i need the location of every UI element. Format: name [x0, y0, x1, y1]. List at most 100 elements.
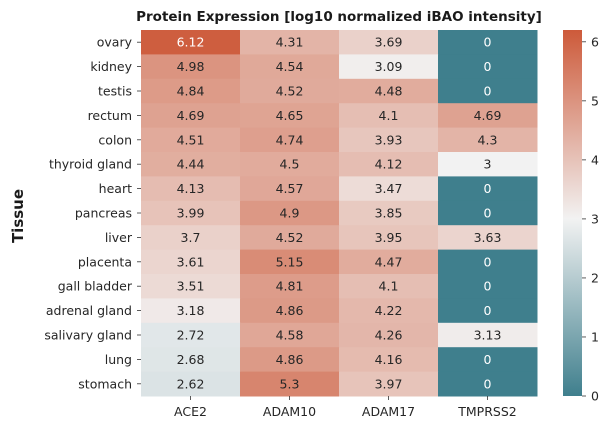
cell-value-label: 3	[484, 157, 492, 172]
cell-value-label: 3.85	[375, 206, 403, 221]
row-label-testis: testis	[98, 84, 132, 99]
heatmap-cell-placenta-adam17	[339, 249, 439, 275]
row-label-heart: heart	[99, 181, 132, 196]
row-label-colon: colon	[98, 132, 132, 147]
heatmap-cell-pancreas-adam10	[240, 200, 340, 226]
heatmap-cell-kidney-tmprss2	[438, 54, 538, 80]
cell-value-label: 4.69	[474, 108, 502, 123]
heatmap-cell-adrenal-gland-tmprss2	[438, 298, 538, 324]
heatmap-cell-salivary-gland-ace2	[141, 322, 241, 348]
cell-value-label: 3.18	[177, 303, 205, 318]
column-label-adam10: ADAM10	[263, 404, 316, 419]
heatmap-cell-placenta-tmprss2	[438, 249, 538, 275]
heatmap-cell-lung-tmprss2	[438, 347, 538, 373]
cell-value-label: 0	[484, 35, 492, 50]
heatmap-cell-heart-tmprss2	[438, 176, 538, 202]
cell-value-label: 4.48	[375, 84, 403, 99]
heatmap-cells: 6.12 4.31 3.69 0 4.98 4.54 3.09 0 4.84 4.52 4.48 0 4…	[141, 30, 538, 397]
heatmap-cell-stomach-ace2	[141, 371, 241, 397]
cell-value-label: 4.57	[276, 181, 304, 196]
row-label-placenta: placenta	[78, 254, 132, 269]
cell-value-label: 6.12	[177, 35, 205, 50]
cell-value-label: 4.12	[375, 157, 403, 172]
heatmap-cell-gall-bladder-ace2	[141, 274, 241, 299]
cell-value-label: 5.3	[280, 376, 300, 391]
heatmap-cell-testis-tmprss2	[438, 78, 538, 104]
heatmap-cell-placenta-ace2	[141, 249, 241, 275]
heatmap-cell-stomach-adam17	[339, 371, 439, 397]
column-label-ace2: ACE2	[174, 404, 207, 419]
heatmap-cell-liver-adam10	[240, 225, 340, 251]
cell-value-label: 0	[484, 84, 492, 99]
colorbar-gradient	[563, 30, 582, 396]
cell-value-label: 2.72	[177, 328, 205, 343]
row-label-ovary: ovary	[97, 35, 133, 50]
cell-value-label: 0	[484, 303, 492, 318]
cell-value-label: 4.58	[276, 328, 304, 343]
heatmap-cell-stomach-adam10	[240, 371, 340, 397]
column-label-tmprss2: TMPRSS2	[457, 404, 516, 419]
cell-value-label: 3.7	[181, 230, 201, 245]
heatmap-cell-lung-adam10	[240, 347, 340, 373]
cell-value-label: 2.62	[177, 376, 205, 391]
heatmap-cell-gall-bladder-adam17	[339, 274, 439, 299]
heatmap-cell-ovary-adam17	[339, 30, 439, 55]
colorbar-tick-label: 6	[591, 34, 599, 49]
cell-value-label: 4.69	[177, 108, 205, 123]
heatmap-cell-rectum-tmprss2	[438, 103, 538, 129]
column-labels: ACE2 ADAM10 ADAM17 TMPRSS2	[174, 396, 517, 419]
cell-value-label: 4.9	[280, 206, 300, 221]
chart-title: Protein Expression [log10 normalized iBA…	[136, 9, 542, 25]
heatmap-cell-kidney-adam17	[339, 54, 439, 80]
cell-value-label: 0	[484, 254, 492, 269]
cell-value-label: 4.3	[478, 132, 498, 147]
heatmap-cell-kidney-ace2	[141, 54, 241, 80]
row-label-salivary-gland: salivary gland	[44, 328, 132, 343]
cell-value-label: 4.5	[280, 157, 300, 172]
heatmap-cell-adrenal-gland-adam10	[240, 298, 340, 324]
cell-value-label: 5.15	[276, 254, 304, 269]
cell-value-label: 3.61	[177, 254, 205, 269]
heatmap-cell-stomach-tmprss2	[438, 371, 538, 397]
heatmap-cell-pancreas-ace2	[141, 200, 241, 226]
heatmap-cell-liver-tmprss2	[438, 225, 538, 251]
heatmap-cell-gall-bladder-tmprss2	[438, 274, 538, 299]
cell-value-label: 4.81	[276, 279, 304, 294]
heatmap-cell-colon-tmprss2	[438, 127, 538, 153]
colorbar-tick-label: 3	[591, 211, 599, 226]
heatmap-cell-lung-ace2	[141, 347, 241, 373]
row-label-liver: liver	[105, 230, 133, 245]
heatmap-cell-colon-adam10	[240, 127, 340, 153]
cell-value-label: 4.26	[375, 328, 403, 343]
heatmap-cell-pancreas-adam17	[339, 200, 439, 226]
heatmap-cell-thyroid-gland-ace2	[141, 152, 241, 177]
colorbar-tick-label: 5	[591, 93, 599, 108]
row-label-gall-bladder: gall bladder	[58, 279, 133, 294]
heatmap-cell-rectum-adam10	[240, 103, 340, 129]
colorbar-tick-label: 1	[591, 329, 599, 344]
cell-value-label: 0	[484, 352, 492, 367]
heatmap-cell-liver-adam17	[339, 225, 439, 251]
cell-value-label: 3.97	[375, 376, 403, 391]
heatmap-cell-salivary-gland-adam10	[240, 322, 340, 348]
heatmap-cell-thyroid-gland-tmprss2	[438, 152, 538, 177]
colorbar-tick-label: 0	[591, 389, 599, 404]
row-label-rectum: rectum	[88, 108, 132, 123]
heatmap-cell-rectum-ace2	[141, 103, 241, 129]
y-axis-label: Tissue	[9, 189, 27, 243]
heatmap-cell-testis-adam17	[339, 78, 439, 104]
cell-value-label: 4.13	[177, 181, 205, 196]
heatmap-cell-salivary-gland-tmprss2	[438, 322, 538, 348]
heatmap-cell-adrenal-gland-ace2	[141, 298, 241, 324]
heatmap-cell-ovary-ace2	[141, 30, 241, 55]
heatmap-cell-heart-adam17	[339, 176, 439, 202]
cell-value-label: 4.52	[276, 230, 304, 245]
cell-value-label: 4.65	[276, 108, 304, 123]
cell-value-label: 3.47	[375, 181, 403, 196]
cell-value-label: 4.44	[177, 157, 205, 172]
heatmap-cell-lung-adam17	[339, 347, 439, 373]
heatmap-cell-pancreas-tmprss2	[438, 200, 538, 226]
cell-value-label: 3.93	[375, 132, 403, 147]
heatmap-cell-placenta-adam10	[240, 249, 340, 275]
